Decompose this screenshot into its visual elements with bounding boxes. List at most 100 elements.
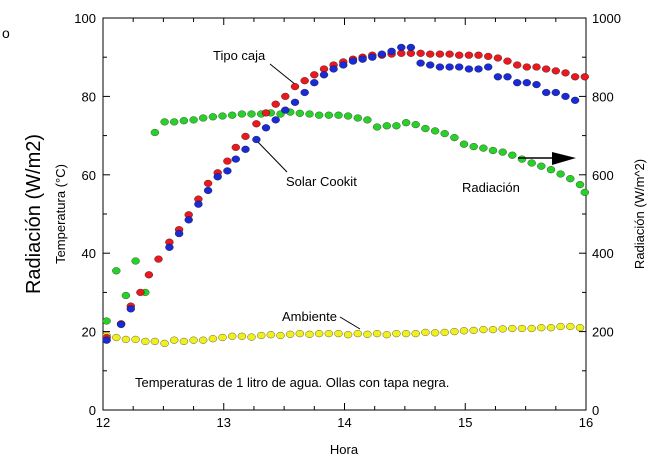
- solar-cookit-point: [203, 186, 213, 195]
- solar-cookit-point: [561, 92, 570, 100]
- solar-cookit-point: [406, 43, 416, 51]
- solar-cookit-point: [455, 63, 464, 71]
- ambiente-point: [566, 322, 575, 331]
- tipo-caja-point: [542, 65, 551, 73]
- tipo-caja-point: [503, 57, 512, 65]
- radiation-arrow-head: [552, 152, 576, 165]
- solar-cookit-point: [377, 50, 387, 58]
- radiacion-point: [450, 134, 459, 142]
- ambiente-point: [430, 329, 440, 337]
- ambiente-point: [257, 331, 266, 340]
- ambiente-point: [537, 324, 546, 332]
- tipo-caja-point: [570, 73, 580, 81]
- ambiente-point: [421, 328, 430, 336]
- annotation-leaders: [255, 63, 361, 330]
- tipo-caja-point: [281, 92, 290, 100]
- y-axis-right-label: Radiación (W/m^2): [632, 159, 647, 269]
- ambiente-point: [411, 330, 420, 338]
- y-left-tick-label: 100: [74, 11, 96, 26]
- radiacion-point: [247, 110, 256, 118]
- solar-cookit-point: [435, 63, 445, 71]
- tipo-caja-point: [532, 63, 541, 71]
- tipo-caja-point: [493, 54, 503, 62]
- tipo-caja-point: [474, 51, 483, 59]
- solar-cookit-point: [116, 320, 126, 329]
- annotation-ambiente: Ambiente: [282, 309, 337, 324]
- y-left-tick-label: 60: [82, 168, 96, 183]
- ambiente-point: [160, 339, 169, 347]
- radiacion-point: [218, 112, 227, 120]
- tipo-caja-point: [300, 77, 309, 85]
- radiacion-point: [575, 181, 585, 189]
- tipo-caja-point: [271, 100, 280, 108]
- tipo-caja-point: [484, 52, 493, 60]
- ambiente-point: [324, 330, 333, 338]
- radiacion-point: [237, 110, 247, 118]
- tipo-caja-point: [455, 51, 464, 59]
- plot-frame: [102, 17, 587, 411]
- solar-cookit-point: [281, 106, 290, 114]
- tipo-caja-point: [580, 73, 589, 81]
- solar-cookit-point: [445, 63, 454, 71]
- ambiente-point: [247, 333, 256, 341]
- ambiente-leader: [339, 316, 361, 330]
- solar-cookit-point: [532, 81, 541, 89]
- radiacion-point: [498, 148, 507, 156]
- solar-cookit-point: [252, 135, 261, 144]
- radiacion-point: [556, 170, 565, 178]
- ambiente-point: [575, 324, 585, 332]
- solar-cookit-point: [223, 167, 232, 175]
- radiacion-point: [580, 188, 589, 196]
- ambiente-point: [305, 330, 314, 338]
- tipo-caja-point: [261, 109, 271, 117]
- radiacion-point: [314, 111, 324, 119]
- radiacion-point: [189, 116, 198, 124]
- tipo-caja-point: [136, 288, 145, 296]
- radiacion-point: [112, 267, 121, 275]
- ambiente-point: [150, 337, 160, 345]
- radiacion-point: [527, 159, 536, 167]
- ambiente-point: [556, 322, 565, 331]
- ambiente-point: [343, 331, 353, 339]
- solar-cookit-point: [290, 98, 300, 106]
- radiacion-point: [411, 121, 420, 129]
- tipo-caja-point: [252, 120, 261, 128]
- ambiente-point: [141, 337, 150, 345]
- annotation-tipo-caja: Tipo caja: [213, 48, 266, 63]
- radiacion-point: [324, 111, 333, 119]
- solar-cookit-point: [241, 145, 250, 153]
- y-axis-left-label: Temperatura (°C): [53, 164, 68, 264]
- x-tick-label: 14: [337, 415, 351, 430]
- radiacion-point: [353, 114, 362, 122]
- data-points: [102, 43, 589, 347]
- solar-cookit-point: [493, 73, 503, 81]
- radiacion-point: [382, 122, 391, 130]
- solar-cookit-point: [126, 305, 135, 313]
- ambiente-point: [363, 330, 372, 338]
- solar-cookit-point: [522, 79, 531, 87]
- corner-text: o: [2, 25, 10, 41]
- solar-cookit-point: [271, 116, 280, 124]
- radiacion-point: [508, 151, 517, 159]
- solar-cookit-point: [194, 200, 203, 208]
- radiacion-point: [179, 117, 189, 125]
- solar-cookit-point: [310, 79, 319, 87]
- radiacion-point: [199, 114, 208, 122]
- ambiente-point: [382, 331, 391, 339]
- ambiente-point: [508, 324, 517, 333]
- ambiente-point: [286, 330, 295, 338]
- tipo-caja-point: [310, 71, 319, 79]
- y-right-tick-label: 600: [592, 168, 614, 183]
- solar-cookit-point: [339, 61, 348, 69]
- ambiente-point: [237, 332, 247, 340]
- tipo-caja-point: [144, 271, 154, 279]
- radiation-arrow: [518, 152, 576, 165]
- x-tick-label: 13: [217, 415, 231, 430]
- ambiente-point: [295, 330, 304, 338]
- solar-cookit-point: [474, 65, 483, 73]
- radiacion-point: [546, 166, 556, 174]
- tipo-caja-point: [231, 143, 240, 151]
- radiacion-point: [537, 162, 546, 170]
- tipo-caja-leader: [269, 63, 297, 86]
